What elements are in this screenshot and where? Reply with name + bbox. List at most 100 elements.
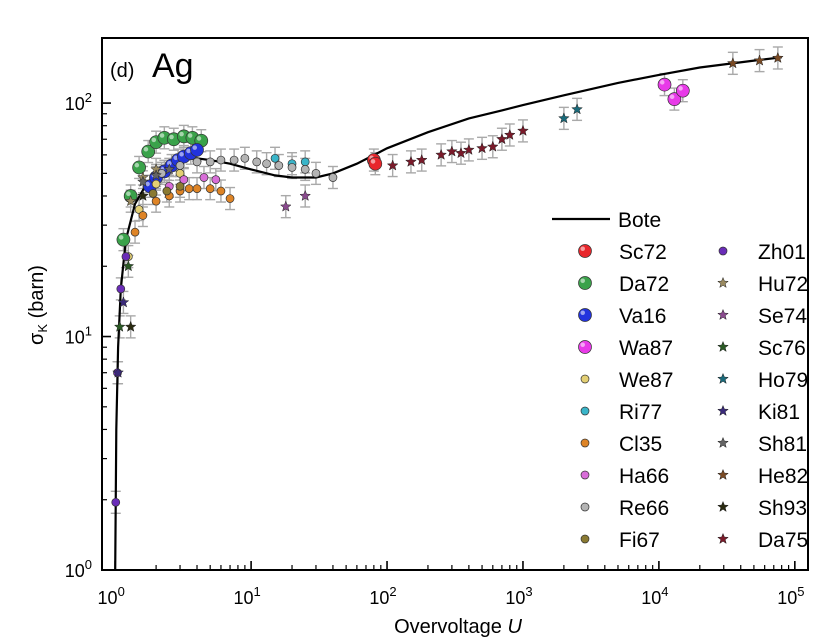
- legend-label: Ho79: [758, 369, 808, 392]
- point-ki81: [112, 366, 124, 378]
- legend-item-fi67: Fi67: [580, 529, 660, 552]
- legend-item-sh93: Sh93: [717, 497, 807, 520]
- legend-marker: [580, 534, 590, 544]
- point-ha66: [179, 175, 189, 184]
- point-sh81: [163, 163, 176, 175]
- x-axis-title: Overvoltage U: [394, 616, 522, 638]
- point-da72: [132, 160, 146, 175]
- legend-label: Da75: [758, 529, 808, 552]
- point-re66: [287, 163, 297, 172]
- error-bar-layer: [110, 46, 783, 514]
- legend-marker: [717, 468, 729, 480]
- legend-label: Wa87: [619, 337, 673, 360]
- legend-item-sc76: Sc76: [717, 337, 806, 360]
- legend-marker: [717, 340, 729, 352]
- point-cl35: [130, 227, 140, 237]
- legend-item-ri77: Ri77: [580, 401, 662, 424]
- point-ri77: [300, 157, 310, 167]
- point-da75: [503, 128, 516, 140]
- point-da75: [455, 146, 467, 159]
- legend-marker: [717, 532, 729, 544]
- legend-marker: [717, 500, 729, 512]
- point-wa87: [657, 77, 672, 92]
- legend-item-we87: We87: [580, 369, 673, 392]
- point-ha66: [199, 173, 209, 182]
- point-cl35: [138, 211, 148, 220]
- point-cl35: [151, 196, 161, 206]
- x-tick-label: 100: [98, 584, 125, 608]
- point-va16: [190, 143, 204, 157]
- y-tick-label: 101: [65, 324, 92, 348]
- legend-marker: [718, 246, 728, 256]
- legend-label: Ri77: [619, 401, 662, 424]
- y-tick-label: 100: [65, 557, 92, 581]
- legend-marker: [717, 436, 729, 448]
- point-we87: [151, 179, 161, 189]
- x-tick-label: 102: [369, 584, 396, 608]
- legend-marker: [578, 244, 592, 258]
- point-sc76: [122, 260, 135, 272]
- point-re66: [252, 157, 262, 167]
- point-hu72: [124, 194, 137, 207]
- point-re66: [311, 169, 321, 178]
- bote-curve: [114, 56, 782, 571]
- point-ho79: [558, 112, 570, 124]
- panel-tag: (d): [110, 60, 134, 82]
- legend: Bote Sc72 Da72 Va16 Wa87 We87 Ri77 Cl35 Ha66 Re66…: [552, 209, 808, 552]
- legend-label: Sh81: [758, 433, 807, 456]
- point-se74: [279, 200, 292, 212]
- legend-item-he82: He82: [717, 465, 808, 488]
- legend-label: He82: [758, 465, 808, 488]
- point-wa87: [675, 83, 690, 98]
- point-re66: [192, 157, 202, 167]
- point-ho79: [571, 103, 583, 115]
- legend-item-sh81: Sh81: [717, 433, 807, 456]
- x-tick-label: 101: [233, 584, 260, 608]
- point-re66: [262, 159, 271, 169]
- legend-marker: [578, 308, 592, 322]
- point-fi67: [148, 189, 158, 198]
- point-cl35: [205, 184, 215, 193]
- y-tick-label: 102: [65, 90, 92, 114]
- point-he82: [726, 57, 739, 69]
- legend-marker: [717, 276, 729, 288]
- point-zh01: [111, 497, 121, 507]
- legend-marker: [717, 308, 729, 320]
- legend-item-re66: Re66: [580, 497, 669, 520]
- legend-label: Sc76: [758, 337, 806, 360]
- point-he82: [771, 51, 784, 63]
- legend-item-ha66: Ha66: [580, 465, 669, 488]
- legend-label: Se74: [758, 305, 807, 328]
- point-da75: [435, 148, 448, 160]
- legend-label: Ha66: [619, 465, 669, 488]
- legend-label: Sc72: [619, 241, 667, 264]
- point-re66: [274, 161, 284, 170]
- point-da75: [486, 140, 499, 152]
- x-tick-label: 105: [777, 584, 804, 608]
- point-re66: [205, 157, 215, 167]
- legend-item-da75: Da75: [717, 529, 808, 552]
- legend-item-se74: Se74: [717, 305, 807, 328]
- point-re66: [328, 173, 338, 182]
- legend-item-hu72: Hu72: [717, 273, 808, 296]
- point-se74: [299, 189, 312, 201]
- point-re66: [175, 161, 185, 170]
- legend-item-ho79: Ho79: [717, 369, 808, 392]
- data-point-layer: [111, 51, 784, 507]
- legend-marker: [717, 372, 729, 384]
- point-da75: [446, 145, 458, 157]
- point-sh81: [150, 169, 162, 181]
- point-sh93: [137, 189, 149, 201]
- point-da75: [476, 142, 489, 154]
- point-zh01: [121, 252, 131, 261]
- panel-element: Ag: [152, 47, 194, 85]
- legend-label: Ki81: [758, 401, 800, 424]
- legend-item-zh01: Zh01: [718, 241, 806, 264]
- point-cl35: [184, 184, 194, 193]
- point-re66: [216, 155, 226, 165]
- point-da75: [496, 132, 508, 145]
- point-re66: [300, 165, 310, 174]
- legend-marker: [580, 470, 590, 480]
- legend-label: Zh01: [758, 241, 806, 264]
